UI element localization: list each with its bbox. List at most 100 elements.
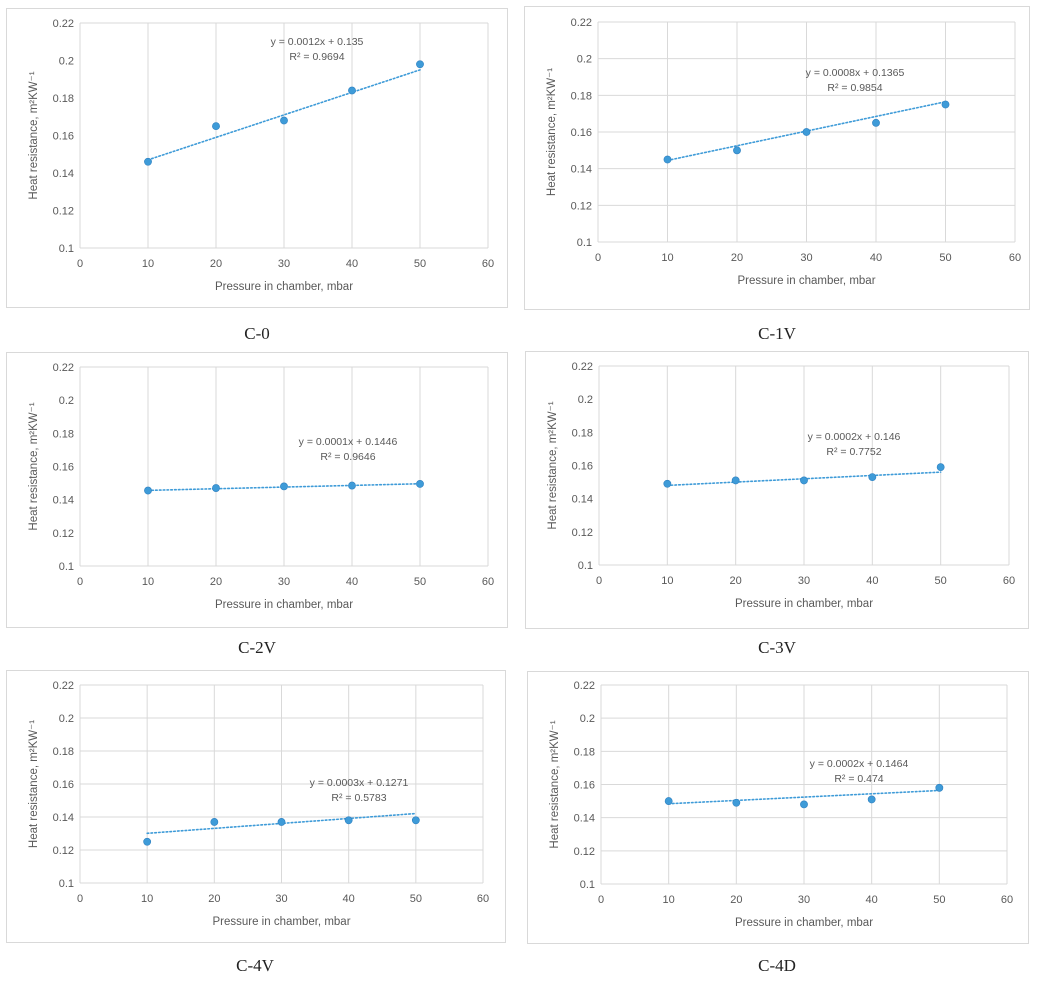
y-tick-label: 0.14 (574, 813, 595, 825)
x-tick-labels: 0 10 20 30 40 50 60 (77, 258, 494, 270)
data-point (663, 479, 672, 488)
data-point (733, 146, 741, 155)
y-tick-label: 0.1 (577, 237, 592, 249)
x-tick-label: 30 (800, 252, 812, 264)
data-point (800, 476, 808, 485)
x-tick-label: 0 (77, 893, 83, 905)
x-axis-title: Pressure in chamber, mbar (215, 281, 353, 293)
y-tick-label: 0.16 (53, 462, 74, 474)
data-point (280, 482, 288, 491)
y-tick-label: 0.2 (580, 713, 595, 725)
x-tick-label: 10 (142, 576, 154, 588)
data-point (941, 100, 950, 109)
gridlines (79, 684, 484, 884)
y-tick-label: 0.22 (53, 680, 74, 692)
data-point (212, 484, 220, 492)
chart-svg-c4v: 0.1 0.12 0.14 0.16 0.18 0.2 0.22 0 10 20 30 40 50 60 P… (28, 680, 489, 928)
x-tick-label: 20 (210, 258, 222, 270)
y-tick-label: 0.1 (580, 879, 595, 891)
x-tick-label: 30 (278, 258, 290, 270)
x-tick-label: 30 (798, 894, 810, 906)
data-points (663, 100, 950, 164)
chart-svg-c4d: 0.1 0.12 0.14 0.16 0.18 0.2 0.22 0 10 20 30 40 50 60 P… (549, 680, 1013, 929)
x-tick-label: 0 (77, 258, 83, 270)
y-tick-label: 0.18 (572, 427, 593, 439)
y-axis-title: Heat resistance, m²KW⁻¹ (28, 720, 40, 848)
data-point (872, 118, 880, 127)
data-point (802, 128, 811, 136)
chart-panel-c4v: 0.1 0.12 0.14 0.16 0.18 0.2 0.22 0 10 20 30 40 50 60 P… (6, 670, 506, 943)
trendline (667, 789, 941, 805)
x-tick-label: 10 (661, 575, 673, 587)
data-point (280, 116, 288, 125)
gridlines (79, 22, 489, 249)
y-tick-label: 0.14 (572, 494, 593, 506)
y-tick-label: 0.18 (574, 746, 595, 758)
y-tick-label: 0.18 (53, 428, 74, 440)
data-point (277, 818, 286, 826)
x-tick-label: 10 (141, 893, 153, 905)
x-axis-title: Pressure in chamber, mbar (212, 916, 350, 928)
x-tick-labels: 0 10 20 30 40 50 60 (596, 575, 1015, 587)
chart-panel-c3v: 0.1 0.12 0.14 0.16 0.18 0.2 0.22 0 10 20 30 40 50 60 P… (525, 351, 1029, 629)
y-tick-labels: 0.1 0.12 0.14 0.16 0.18 0.2 0.22 (574, 680, 595, 891)
x-tick-labels: 0 10 20 30 40 50 60 (595, 252, 1021, 264)
x-tick-label: 60 (1001, 894, 1013, 906)
x-tick-label: 50 (414, 576, 426, 588)
trendline-equation: y = 0.0003x + 0.1271 (310, 777, 409, 789)
trendline-r-squared: R² = 0.5783 (331, 792, 386, 804)
y-tick-label: 0.1 (59, 878, 74, 890)
chart-svg-c1v: 0.1 0.12 0.14 0.16 0.18 0.2 0.22 0 10 20 30 40 50 60 P… (546, 17, 1021, 287)
data-point (935, 783, 944, 792)
x-tick-label: 50 (935, 575, 947, 587)
chart-panel-c4d: 0.1 0.12 0.14 0.16 0.18 0.2 0.22 0 10 20 30 40 50 60 P… (527, 671, 1029, 944)
x-tick-label: 40 (346, 576, 358, 588)
data-point (868, 473, 877, 482)
x-tick-label: 0 (596, 575, 602, 587)
y-tick-label: 0.2 (59, 56, 74, 68)
y-tick-label: 0.22 (53, 18, 74, 30)
y-axis-title: Heat resistance, m²KW⁻¹ (546, 68, 558, 196)
y-tick-label: 0.22 (571, 17, 592, 29)
data-point (411, 816, 420, 825)
x-tick-label: 60 (482, 576, 494, 588)
y-tick-label: 0.16 (571, 127, 592, 139)
y-tick-label: 0.12 (53, 845, 74, 857)
gridlines (600, 684, 1008, 885)
x-tick-labels: 0 10 20 30 40 50 60 (598, 894, 1013, 906)
y-axis-title: Heat resistance, m²KW⁻¹ (549, 720, 561, 848)
x-tick-label: 40 (866, 894, 878, 906)
y-tick-labels: 0.1 0.12 0.14 0.16 0.18 0.2 0.22 (53, 362, 74, 573)
trendline-equation: y = 0.0002x + 0.146 (808, 431, 901, 443)
x-tick-label: 40 (870, 252, 882, 264)
chart-svg-c0: 0.1 0.12 0.14 0.16 0.18 0.2 0.22 0 10 20 30 40 50 60 P… (28, 18, 494, 293)
x-tick-label: 0 (595, 252, 601, 264)
x-axis-title: Pressure in chamber, mbar (735, 917, 873, 929)
y-tick-label: 0.12 (572, 527, 593, 539)
y-tick-label: 0.2 (577, 54, 592, 66)
x-axis-title: Pressure in chamber, mbar (735, 598, 873, 610)
trendline-equation: y = 0.0002x + 0.1464 (810, 758, 909, 770)
trendline-r-squared: R² = 0.9694 (289, 51, 344, 63)
y-tick-label: 0.14 (53, 495, 74, 507)
x-tick-label: 50 (414, 258, 426, 270)
trendline-equation: y = 0.0012x + 0.135 (271, 36, 364, 48)
x-tick-label: 10 (661, 252, 673, 264)
chart-panel-c2v: 0.1 0.12 0.14 0.16 0.18 0.2 0.22 0 10 20 30 40 50 60 P… (6, 352, 508, 628)
x-tick-label: 0 (77, 576, 83, 588)
x-tick-labels: 0 10 20 30 40 50 60 (77, 893, 489, 905)
x-tick-label: 20 (208, 893, 220, 905)
x-tick-label: 20 (210, 576, 222, 588)
x-tick-label: 60 (482, 258, 494, 270)
x-axis-title: Pressure in chamber, mbar (215, 599, 353, 611)
y-tick-labels: 0.1 0.12 0.14 0.16 0.18 0.2 0.22 (572, 361, 593, 572)
y-axis-title: Heat resistance, m²KW⁻¹ (28, 71, 40, 199)
y-tick-label: 0.1 (59, 561, 74, 573)
chart-svg-c3v: 0.1 0.12 0.14 0.16 0.18 0.2 0.22 0 10 20 30 40 50 60 P… (547, 361, 1015, 610)
x-tick-label: 50 (410, 893, 422, 905)
y-tick-label: 0.1 (59, 243, 74, 255)
x-tick-label: 40 (346, 258, 358, 270)
data-points (144, 60, 424, 166)
caption-c3v: C-3V (758, 638, 796, 657)
gridlines (598, 365, 1010, 566)
